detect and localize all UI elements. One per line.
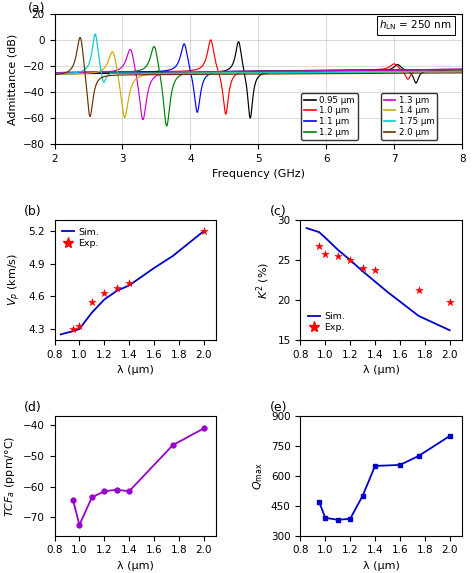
Point	[346, 256, 354, 265]
Legend: Sim., Exp.: Sim., Exp.	[59, 225, 102, 251]
X-axis label: λ (μm): λ (μm)	[117, 561, 154, 571]
X-axis label: λ (μm): λ (μm)	[363, 365, 400, 375]
Y-axis label: Admittance (dB): Admittance (dB)	[8, 33, 18, 125]
X-axis label: λ (μm): λ (μm)	[363, 561, 400, 571]
X-axis label: λ (μm): λ (μm)	[117, 365, 154, 375]
Point	[321, 249, 329, 258]
Point	[100, 288, 108, 297]
Point	[76, 321, 83, 330]
Point	[200, 226, 208, 236]
Point	[88, 297, 96, 307]
Point	[113, 283, 120, 292]
Point	[446, 297, 454, 306]
Legend: Sim., Exp.: Sim., Exp.	[305, 309, 348, 335]
Text: (c): (c)	[270, 205, 286, 218]
Y-axis label: $V_p$ (km/s): $V_p$ (km/s)	[6, 253, 23, 307]
Point	[334, 252, 341, 261]
Legend: 1.3 μm, 1.4 μm, 1.75 μm, 2.0 μm: 1.3 μm, 1.4 μm, 1.75 μm, 2.0 μm	[381, 93, 438, 140]
Point	[371, 265, 379, 274]
Point	[315, 241, 323, 250]
Text: $h_{\mathrm{LN}}$ = 250 nm: $h_{\mathrm{LN}}$ = 250 nm	[379, 18, 452, 32]
Y-axis label: $TCF_a$ (ppm/°C): $TCF_a$ (ppm/°C)	[3, 435, 18, 517]
Point	[359, 264, 366, 273]
Y-axis label: $Q_{\mathrm{max}}$: $Q_{\mathrm{max}}$	[252, 462, 265, 490]
Text: (b): (b)	[24, 205, 41, 218]
Text: (a): (a)	[28, 2, 46, 15]
X-axis label: Frequency (GHz): Frequency (GHz)	[212, 169, 305, 179]
Text: (e): (e)	[270, 401, 287, 414]
Y-axis label: $K^2$ (%): $K^2$ (%)	[254, 261, 272, 299]
Point	[126, 278, 133, 288]
Text: (d): (d)	[24, 401, 42, 414]
Point	[415, 285, 422, 294]
Point	[69, 324, 77, 333]
